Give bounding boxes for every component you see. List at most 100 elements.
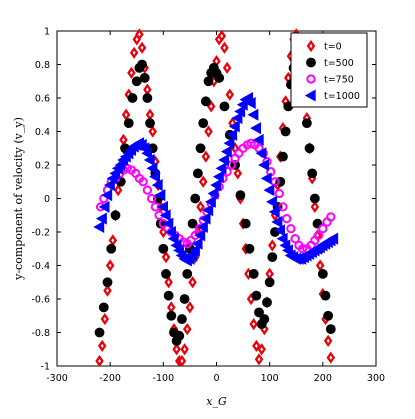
point-t-0-center — [167, 280, 171, 285]
point-t-1000 — [231, 112, 243, 125]
point-t-1000 — [165, 225, 176, 239]
point-t-0-center — [260, 347, 264, 352]
point-t-500 — [161, 268, 171, 279]
point-t-500 — [102, 277, 113, 288]
point-t-1000 — [151, 179, 163, 192]
legend-label-t-0: t=0 — [324, 42, 342, 53]
point-t-1000 — [202, 204, 214, 217]
point-t-0 — [103, 284, 112, 297]
point-t-500 — [187, 218, 198, 229]
point-t-500 — [325, 324, 336, 335]
point-t-1000 — [271, 215, 283, 228]
point-t-1000 — [258, 158, 270, 172]
point-t-0-center — [124, 112, 128, 117]
point-t-1000 — [189, 244, 200, 257]
point-t-500 — [301, 118, 312, 129]
point-t-0 — [183, 323, 192, 336]
point-t-0 — [198, 175, 208, 188]
point-t-1000 — [327, 232, 339, 245]
point-t-500 — [267, 252, 278, 263]
point-t-0-center — [199, 204, 203, 209]
point-t-500 — [198, 118, 209, 129]
point-t-750 — [290, 234, 300, 244]
point-t-1000 — [146, 162, 158, 175]
point-t-0 — [188, 276, 197, 289]
point-t-1000 — [154, 189, 166, 202]
point-t-0-center — [230, 121, 234, 126]
point-t-500 — [94, 327, 105, 338]
point-t-0 — [233, 167, 243, 180]
point-t-500 — [127, 93, 138, 103]
point-t-1000 — [149, 170, 161, 183]
x-tick-label: 300 — [367, 373, 385, 384]
point-t-500 — [163, 290, 174, 301]
point-t-0 — [129, 46, 139, 59]
point-t-1000 — [103, 179, 115, 192]
point-t-0 — [180, 343, 189, 356]
point-t-500 — [123, 118, 134, 129]
point-t-0 — [222, 61, 232, 74]
point-t-0-center — [164, 255, 168, 260]
point-t-500 — [145, 118, 155, 129]
point-t-500 — [200, 96, 211, 107]
point-t-500 — [320, 290, 331, 301]
point-t-500 — [182, 268, 193, 279]
point-t-0 — [159, 225, 168, 239]
point-t-1000 — [268, 205, 280, 218]
point-t-0-center — [270, 243, 274, 248]
point-t-1000 — [266, 195, 277, 208]
point-t-500 — [248, 268, 259, 279]
point-t-500 — [177, 314, 187, 325]
axes: -300 -200 -100 0 100 200 300 -1 -0.8 -0.6 -0.4 -0.2… — [31, 27, 385, 385]
point-t-0 — [268, 239, 277, 252]
point-t-0-center — [191, 280, 195, 285]
point-t-500 — [98, 302, 109, 313]
point-t-0-center — [233, 146, 237, 151]
point-t-500 — [137, 59, 147, 70]
point-t-500 — [139, 72, 150, 83]
point-t-0 — [161, 251, 171, 264]
point-t-500 — [192, 168, 203, 179]
point-t-0-center — [228, 92, 232, 97]
point-t-0-center — [268, 271, 272, 276]
point-t-0 — [315, 259, 325, 272]
point-t-0-center — [135, 37, 139, 42]
point-t-0 — [225, 88, 235, 101]
point-t-0-center — [185, 327, 189, 332]
point-t-1000 — [260, 172, 272, 185]
legend-marker-t-500 — [306, 57, 316, 68]
point-t-500 — [244, 243, 255, 254]
point-t-0-center — [204, 154, 208, 159]
y-tick-label: 0.2 — [35, 161, 50, 172]
point-t-0 — [135, 28, 144, 41]
point-t-500 — [219, 101, 230, 112]
point-t-0 — [97, 339, 107, 352]
point-t-0-center — [223, 45, 226, 50]
point-t-0-center — [225, 65, 229, 70]
point-t-1000 — [212, 170, 224, 183]
point-t-500 — [259, 314, 270, 325]
point-t-0-center — [137, 32, 141, 37]
legend-label-t-1000: t=1000 — [324, 91, 360, 102]
point-t-0 — [100, 313, 110, 326]
x-tick-label: 0 — [213, 373, 219, 384]
point-t-0-center — [127, 92, 131, 97]
point-t-1000 — [252, 133, 264, 146]
point-t-750 — [142, 185, 153, 195]
point-t-0 — [185, 301, 195, 314]
point-t-0-center — [148, 112, 152, 117]
point-t-1000 — [101, 189, 113, 202]
point-t-0-center — [236, 171, 240, 176]
point-t-0-center — [122, 137, 125, 142]
point-t-500 — [264, 277, 275, 288]
x-tick-label: 100 — [261, 373, 279, 384]
x-tick-label: 200 — [314, 373, 332, 384]
point-t-1000 — [93, 220, 105, 234]
y-tick-label: -0.2 — [31, 228, 50, 239]
x-tick-label: -200 — [99, 373, 121, 384]
point-t-0 — [113, 184, 123, 197]
point-t-500 — [280, 126, 291, 137]
point-t-1000 — [194, 229, 206, 242]
point-t-0-center — [188, 305, 192, 310]
